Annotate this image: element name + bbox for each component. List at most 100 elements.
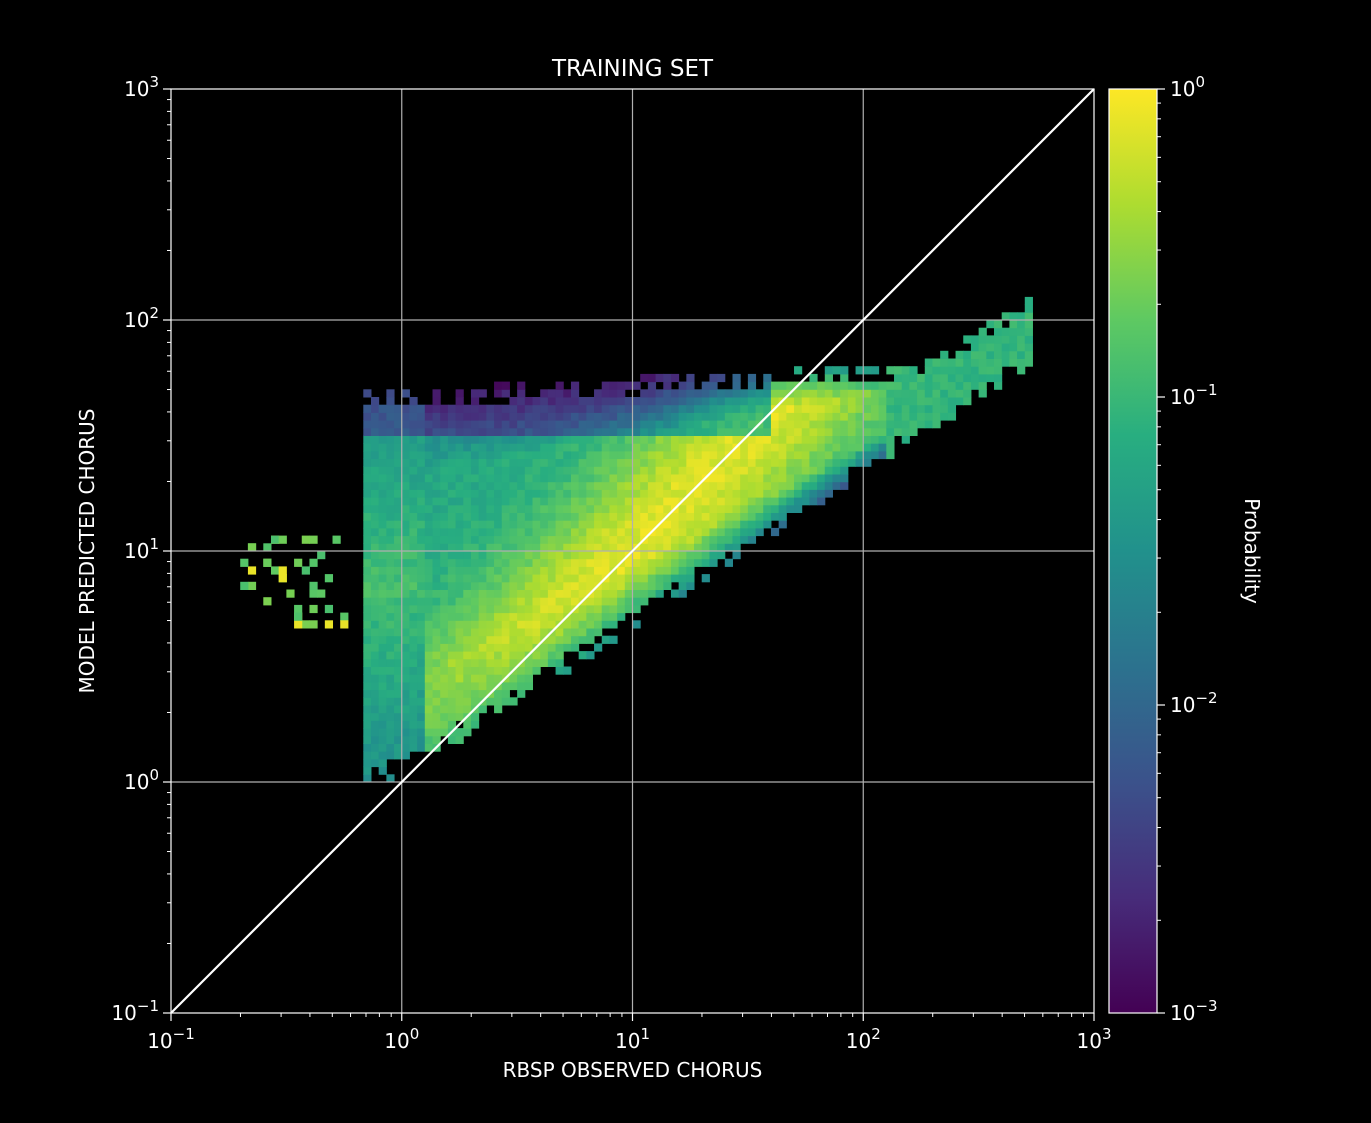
heatmap-cell: [586, 412, 595, 421]
heatmap-cell: [832, 397, 841, 406]
heatmap-cell: [563, 389, 572, 398]
heatmap-cell: [470, 612, 480, 621]
heatmap-cell: [570, 558, 580, 567]
heatmap-cell: [401, 404, 410, 413]
heatmap-cell: [670, 512, 680, 521]
heatmap-cell: [740, 504, 749, 513]
heatmap-cell: [517, 566, 526, 575]
heatmap-cell: [440, 697, 449, 706]
heatmap-cell: [624, 566, 633, 575]
heatmap-cell: [555, 435, 564, 444]
heatmap-cell: [594, 458, 603, 467]
heatmap-cell: [586, 420, 595, 429]
heatmap-cell: [932, 381, 941, 390]
heatmap-cell: [517, 427, 526, 436]
heatmap-cell: [801, 404, 810, 413]
heatmap-cell: [678, 427, 687, 436]
heatmap-cell: [717, 543, 726, 552]
heatmap-cell: [509, 412, 518, 421]
heatmap-cell: [409, 743, 418, 752]
heatmap-cell: [655, 543, 664, 552]
heatmap-cell: [455, 589, 464, 598]
plot-area: [163, 88, 1095, 1021]
heatmap-cell: [717, 397, 726, 406]
heatmap-cell: [386, 497, 395, 506]
heatmap-cell: [601, 543, 610, 552]
heatmap-cell: [494, 558, 503, 567]
heatmap-cell: [555, 443, 564, 452]
heatmap-cell: [732, 543, 741, 552]
heatmap-cell: [586, 397, 595, 406]
heatmap-cell: [578, 504, 587, 513]
heatmap-cell: [555, 628, 564, 637]
heatmap-cell: [978, 335, 987, 344]
heatmap-cell: [386, 751, 395, 760]
heatmap-cell: [494, 389, 503, 398]
heatmap-cell: [263, 597, 272, 606]
heatmap-cell: [370, 443, 380, 452]
heatmap-cell: [424, 666, 434, 675]
heatmap-cell: [647, 466, 657, 475]
heatmap-cell: [801, 435, 810, 444]
heatmap-cell: [424, 674, 434, 683]
heatmap-cell: [601, 604, 610, 614]
heatmap-cell: [578, 558, 587, 567]
heatmap-cell: [578, 435, 587, 444]
heatmap-cell: [786, 474, 795, 483]
heatmap-cell: [363, 543, 372, 552]
heatmap-cell: [386, 743, 395, 752]
heatmap-cell: [670, 566, 680, 575]
heatmap-cell: [670, 589, 680, 598]
heatmap-cell: [601, 535, 610, 544]
heatmap-cell: [501, 474, 510, 483]
heatmap-cell: [401, 574, 410, 583]
heatmap-cell: [609, 427, 618, 436]
heatmap-cell: [478, 520, 487, 529]
heatmap-cell: [1009, 343, 1018, 352]
heatmap-cell: [640, 466, 649, 475]
heatmap-cell: [509, 628, 518, 637]
heatmap-cell: [509, 443, 518, 452]
heatmap-cell: [432, 728, 441, 737]
heatmap-cell: [763, 373, 772, 383]
heatmap-cell: [778, 443, 787, 452]
heatmap-cell: [647, 581, 657, 590]
heatmap-cell: [778, 474, 787, 483]
heatmap-cell: [986, 343, 995, 352]
heatmap-cell: [909, 373, 918, 383]
heatmap-cell: [517, 504, 526, 513]
heatmap-cell: [455, 612, 464, 621]
heatmap-cell: [424, 658, 434, 667]
heatmap-cell: [463, 443, 472, 452]
heatmap-cell: [394, 589, 403, 598]
heatmap-cell: [832, 458, 841, 467]
heatmap-cell: [486, 481, 495, 490]
heatmap-cell: [947, 373, 957, 383]
heatmap-cell: [455, 543, 464, 552]
heatmap-cell: [594, 520, 603, 529]
heatmap-cell: [617, 427, 626, 436]
heatmap-cell: [486, 612, 495, 621]
heatmap-cell: [447, 597, 457, 606]
heatmap-cell: [547, 389, 557, 398]
heatmap-cell: [763, 466, 772, 475]
heatmap-cell: [809, 443, 818, 452]
heatmap-cell: [663, 474, 672, 483]
heatmap-cell: [501, 489, 510, 498]
heatmap-cell: [409, 558, 418, 567]
heatmap-cell: [686, 497, 695, 506]
heatmap-cell: [540, 389, 549, 398]
heatmap-cell: [817, 412, 826, 421]
heatmap-cell: [678, 504, 687, 513]
heatmap-cell: [632, 435, 641, 444]
heatmap-cell: [717, 527, 726, 537]
heatmap-cell: [624, 558, 633, 567]
heatmap-cell: [717, 489, 726, 498]
heatmap-cell: [740, 535, 749, 544]
heatmap-cell: [432, 705, 441, 714]
heatmap-cell: [617, 612, 626, 621]
heatmap-cell: [501, 689, 510, 698]
heatmap-cell: [440, 420, 449, 429]
heatmap-cell: [917, 420, 926, 429]
heatmap-cell: [709, 535, 718, 544]
